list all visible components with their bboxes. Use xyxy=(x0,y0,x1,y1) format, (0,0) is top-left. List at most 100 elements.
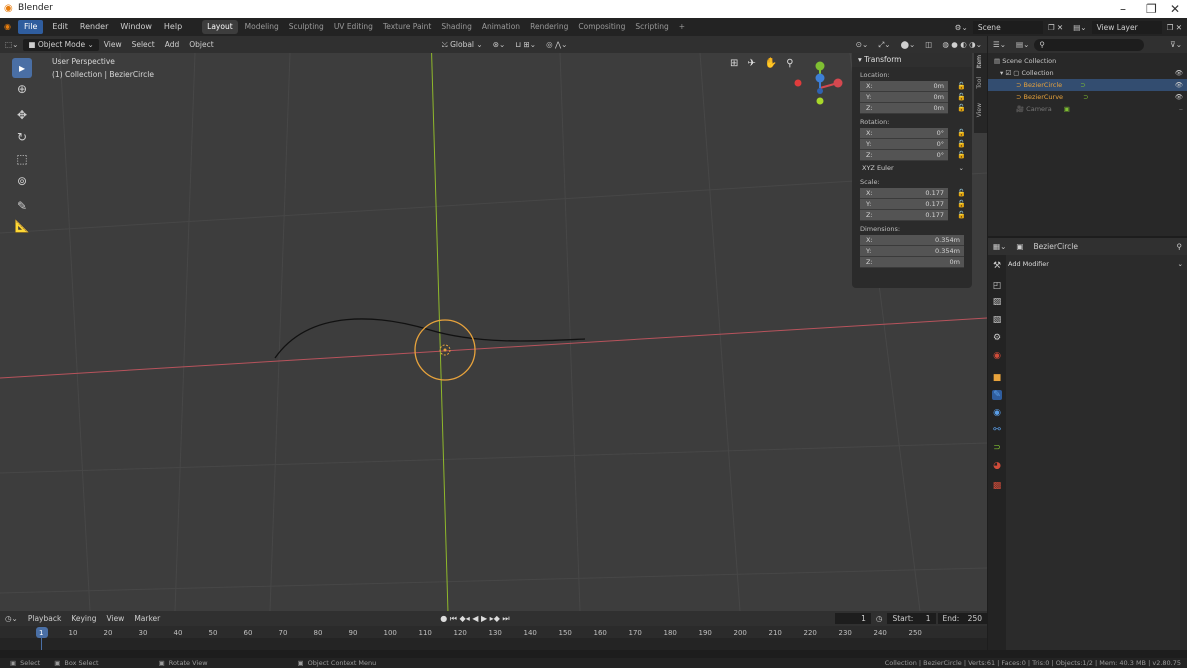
viewport-menu-select[interactable]: Select xyxy=(131,40,155,49)
output-tab-icon[interactable]: ▨ xyxy=(992,297,1002,307)
outliner-row-collection[interactable]: ▾ ☑ ▢ Collection 👁 xyxy=(988,67,1187,79)
outliner-row-beziercircle[interactable]: ⊃ BezierCircle ⊃ 👁 xyxy=(988,79,1187,91)
eye-icon[interactable]: 👁 xyxy=(1174,69,1183,77)
3d-viewport[interactable]: User Perspective (1) Collection | Bezier… xyxy=(0,53,987,611)
clock-icon[interactable]: ◷ xyxy=(875,614,883,623)
physics-tab-icon[interactable]: ◉ xyxy=(993,408,1001,418)
measure-tool-icon[interactable]: 📐 xyxy=(14,219,30,233)
dimensions-y-field[interactable]: Y: 0.354m xyxy=(860,246,964,257)
render-tab-icon[interactable]: ◰ xyxy=(992,281,1002,291)
lock-icon[interactable]: 🔓 xyxy=(957,82,966,90)
location-y-field[interactable]: Y: 0m 🔓 xyxy=(860,92,966,103)
camera-view-icon[interactable]: ✈ xyxy=(747,58,765,69)
current-frame-field[interactable]: 1 xyxy=(834,613,871,624)
filter-icon[interactable]: ⊽⌄ xyxy=(1170,40,1182,49)
shading-mode-icons[interactable]: ◍ ● ◐ ◑⌄ xyxy=(942,40,982,49)
new-view-layer-icon[interactable]: ❐ ✕ xyxy=(1166,22,1182,32)
lock-icon[interactable]: 🔓 xyxy=(957,129,966,137)
xray-icon[interactable]: ◫ xyxy=(925,40,933,49)
mode-selector[interactable]: ■ Object Mode ⌄ xyxy=(23,38,99,51)
tab-scripting[interactable]: Scripting xyxy=(635,22,669,31)
outliner-row-beziercurve[interactable]: ⊃ BezierCurve ⊃ 👁 xyxy=(988,91,1187,103)
eye-icon[interactable]: 👁 xyxy=(1174,81,1183,89)
scale-y-field[interactable]: Y: 0.177 🔓 xyxy=(860,199,966,210)
orientation-selector[interactable]: ⤩ Global ⌄ xyxy=(441,39,483,49)
scene-icon[interactable]: ⚙⌄ xyxy=(954,22,968,32)
material-tab-icon[interactable]: ◕ xyxy=(993,461,1001,471)
sidebar-tab-view[interactable]: View xyxy=(976,103,983,118)
display-mode-icon[interactable]: ▤⌄ xyxy=(1016,40,1030,49)
blender-menu-icon[interactable]: ◉ xyxy=(4,22,11,31)
menu-render[interactable]: Render xyxy=(79,22,109,31)
outliner-row-scene-collection[interactable]: ▤ Scene Collection xyxy=(988,55,1187,67)
bezier-circle-object[interactable] xyxy=(414,319,476,381)
object-tab-icon[interactable]: ■ xyxy=(992,373,1002,383)
timeline-menu-keying[interactable]: Keying xyxy=(71,614,97,623)
overlay-icon[interactable]: ⬤⌄ xyxy=(900,40,916,49)
visibility-icon[interactable]: ⊙⌄ xyxy=(855,40,869,49)
maximize-button[interactable]: ❐ xyxy=(1146,2,1157,16)
rotation-mode-dropdown[interactable]: XYZ Euler ⌄ xyxy=(860,163,964,174)
tab-shading[interactable]: Shading xyxy=(441,22,472,31)
dimensions-x-field[interactable]: X: 0.354m xyxy=(860,235,964,246)
view-layer-icon[interactable]: ▤⌄ xyxy=(1073,22,1087,32)
annotate-tool-icon[interactable]: ✎ xyxy=(16,199,28,213)
scene-selector[interactable]: Scene xyxy=(972,20,1043,34)
lock-icon[interactable]: 🔓 xyxy=(957,104,966,112)
lock-icon[interactable]: 🔓 xyxy=(957,140,966,148)
play-icon[interactable]: ▶ xyxy=(480,613,488,623)
scene-tab-icon[interactable]: ⚙ xyxy=(992,333,1002,343)
start-frame-field[interactable]: Start: 1 xyxy=(887,613,936,624)
play-reverse-icon[interactable]: ◀ xyxy=(472,613,479,623)
viewport-menu-object[interactable]: Object xyxy=(189,40,214,49)
close-button[interactable]: ✕ xyxy=(1170,2,1181,16)
menu-edit[interactable]: Edit xyxy=(52,22,68,31)
lock-icon[interactable]: 🔓 xyxy=(957,189,966,197)
pin-icon[interactable]: ⚲ xyxy=(1176,242,1183,251)
view-layer-selector[interactable]: View Layer xyxy=(1091,20,1162,34)
checkbox-icon[interactable]: ☑ xyxy=(1005,69,1012,77)
prev-keyframe-icon[interactable]: ◆◂ xyxy=(459,613,470,623)
zoom-icon[interactable]: ⚲ xyxy=(786,58,803,69)
move-tool-icon[interactable]: ✥ xyxy=(16,108,28,122)
world-tab-icon[interactable]: ◉ xyxy=(993,351,1001,361)
eye-hidden-icon[interactable]: ⌣ xyxy=(1178,105,1183,113)
dimensions-z-field[interactable]: Z: 0m xyxy=(860,257,964,268)
rotation-z-field[interactable]: Z: 0° 🔓 xyxy=(860,150,966,161)
sidebar-tab-tool[interactable]: Tool xyxy=(976,77,983,89)
view-layer-tab-icon[interactable]: ▧ xyxy=(992,315,1002,325)
tab-sculpting[interactable]: Sculpting xyxy=(288,22,324,31)
scale-tool-icon[interactable]: ⬚ xyxy=(16,152,28,166)
jump-end-icon[interactable]: ⏭ xyxy=(502,613,510,623)
timeline-menu-marker[interactable]: Marker xyxy=(134,614,161,623)
add-modifier-dropdown[interactable]: Add Modifier ⌄ xyxy=(1008,257,1183,270)
transform-panel-header[interactable]: ▾ Transform xyxy=(852,53,972,67)
menu-file[interactable]: File xyxy=(17,20,44,34)
data-tab-icon[interactable]: ⊃ xyxy=(993,443,1001,453)
navigation-gizmo[interactable] xyxy=(794,61,843,105)
pan-hand-icon[interactable]: ✋ xyxy=(764,58,787,69)
tool-tab-icon[interactable]: ⚒ xyxy=(992,261,1002,271)
sidebar-tab-item[interactable]: Item xyxy=(976,55,983,69)
pivot-icon[interactable]: ⊛⌄ xyxy=(492,40,506,49)
lock-icon[interactable]: 🔓 xyxy=(957,211,966,219)
tab-rendering[interactable]: Rendering xyxy=(530,22,569,31)
rotation-y-field[interactable]: Y: 0° 🔓 xyxy=(860,139,966,150)
expand-arrow-icon[interactable]: ▾ xyxy=(1000,69,1004,77)
jump-start-icon[interactable]: ⏮ xyxy=(449,613,457,623)
tab-modeling[interactable]: Modeling xyxy=(244,22,279,31)
cursor-tool-icon[interactable]: ⊕ xyxy=(16,82,28,96)
grid-view-icon[interactable]: ⊞ xyxy=(730,58,748,69)
record-icon[interactable]: ● xyxy=(440,613,448,623)
constraints-tab-icon[interactable]: ⚯ xyxy=(993,425,1001,435)
current-frame-marker[interactable] xyxy=(36,627,48,638)
tab-animation[interactable]: Animation xyxy=(481,22,521,31)
lock-icon[interactable]: 🔓 xyxy=(957,151,966,159)
editor-type-icon[interactable]: ◷⌄ xyxy=(5,614,18,623)
viewport-menu-add[interactable]: Add xyxy=(164,40,180,49)
gizmo-icon[interactable]: ⤢⌄ xyxy=(878,39,891,49)
location-x-field[interactable]: X: 0m 🔓 xyxy=(860,81,966,92)
texture-tab-icon[interactable]: ▩ xyxy=(992,481,1002,491)
add-workspace-button[interactable]: + xyxy=(678,22,686,31)
tab-texture-paint[interactable]: Texture Paint xyxy=(382,22,432,31)
